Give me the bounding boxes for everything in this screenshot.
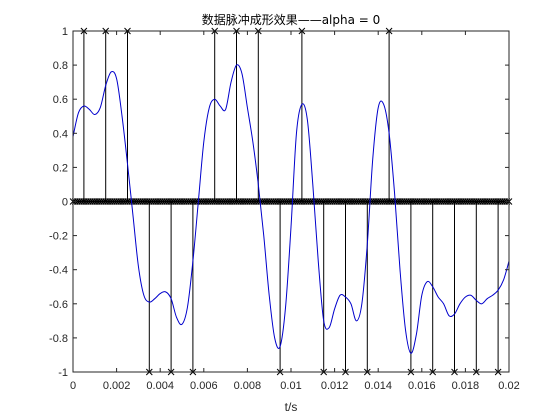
- x-tick-label: 0.006: [190, 380, 218, 392]
- y-tick-label: -0.6: [49, 299, 68, 311]
- x-tick-label: 0.004: [146, 380, 174, 392]
- y-tick-label: -1: [58, 367, 68, 379]
- ticks: 0 0.002 0.004 0.006 0.008 0.01 0.012 0.014 0.016…: [49, 26, 520, 392]
- waveform-series: [72, 64, 510, 354]
- x-tick-label: 0.008: [234, 380, 262, 392]
- y-tick-label: 1: [62, 26, 68, 38]
- symbol-stems: [80, 27, 502, 376]
- x-tick-label: 0.018: [452, 380, 480, 392]
- x-tick-label: 0.01: [280, 380, 301, 392]
- waveform-line: [72, 64, 510, 354]
- baseline-markers: [69, 198, 513, 205]
- x-tick-label: 0.02: [498, 380, 519, 392]
- x-tick-label: 0: [70, 380, 76, 392]
- y-tick-label: 0.8: [53, 60, 68, 72]
- y-tick-label: -0.8: [49, 333, 68, 345]
- y-tick-label: -0.2: [49, 231, 68, 243]
- y-tick-label: 0: [62, 197, 68, 209]
- x-tick-label: 0.016: [408, 380, 436, 392]
- y-tick-label: 0.6: [53, 94, 68, 106]
- y-tick-label: 0.4: [53, 128, 68, 140]
- x-tick-label: 0.014: [364, 380, 392, 392]
- y-tick-label: 0.2: [53, 162, 68, 174]
- x-tick-label: 0.012: [321, 380, 349, 392]
- chart-title: 数据脉冲成形效果——alpha = 0: [202, 12, 381, 27]
- y-tick-label: -0.4: [49, 265, 68, 277]
- x-axis-label: t/s: [285, 400, 298, 414]
- x-tick-label: 0.002: [103, 380, 131, 392]
